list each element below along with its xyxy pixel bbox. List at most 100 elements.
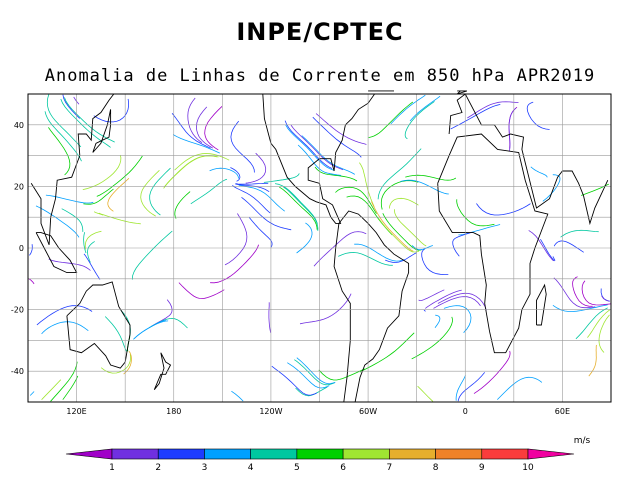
streamline <box>100 354 131 374</box>
colorbar-swatch <box>481 448 529 460</box>
colorbar-tick-label: 10 <box>522 463 534 473</box>
streamline <box>418 289 445 301</box>
streamline <box>423 309 426 312</box>
colorbar-tick-label: 4 <box>248 463 254 473</box>
streamline <box>437 292 487 311</box>
streamline <box>587 309 611 338</box>
streamline <box>528 230 554 262</box>
streamline <box>231 390 244 402</box>
longitude-tick-label: 180 <box>166 407 181 416</box>
streamline <box>411 245 433 251</box>
longitude-tick-label: 120W <box>259 407 282 416</box>
madagascar-coastline <box>536 283 547 326</box>
streamline <box>371 201 414 252</box>
streamline <box>526 101 550 130</box>
streamline <box>390 94 426 125</box>
streamline <box>232 185 271 214</box>
streamline <box>29 391 35 396</box>
streamline <box>315 113 367 145</box>
streamline <box>299 293 352 325</box>
streamline <box>62 94 80 119</box>
graticule <box>28 94 611 402</box>
streamline <box>450 104 501 130</box>
streamline <box>50 361 78 402</box>
streamline <box>230 167 241 182</box>
streamline <box>287 362 330 389</box>
longitude-tick-label: 60E <box>555 407 570 416</box>
streamline <box>104 316 128 352</box>
streamline <box>318 368 365 381</box>
colorbar-tick-label: 2 <box>155 463 161 473</box>
streamline <box>377 148 422 200</box>
streamline <box>133 319 167 340</box>
colorbar-tick-label: 3 <box>202 463 208 473</box>
colorbar-unit: m/s <box>574 436 591 446</box>
streamline <box>457 372 486 402</box>
streamline <box>209 167 239 179</box>
streamline <box>48 127 71 176</box>
streamline <box>171 113 211 149</box>
colorbar-low-triangle <box>65 448 113 460</box>
longitude-tick-label: 120E <box>66 407 86 416</box>
new-zealand-coastline <box>153 352 172 390</box>
streamline <box>230 120 255 173</box>
streamline <box>149 167 171 216</box>
streamline <box>385 252 417 263</box>
streamline <box>335 186 377 214</box>
streamline <box>405 174 457 181</box>
streamline <box>204 106 223 151</box>
streamline <box>62 375 79 400</box>
colorbar-swatch <box>296 448 344 460</box>
streamline <box>190 178 228 205</box>
streamline <box>187 97 203 144</box>
figure-title: INPE/CPTEC <box>236 18 403 46</box>
streamline <box>290 124 344 171</box>
streamline <box>279 186 318 230</box>
streamline <box>409 95 441 122</box>
streamline <box>87 241 95 263</box>
streamline <box>433 296 481 309</box>
streamline <box>394 209 427 247</box>
streamline <box>36 305 93 326</box>
streamline <box>443 305 472 333</box>
streamline <box>601 295 610 302</box>
colorbar-swatch <box>435 448 483 460</box>
latitude-tick-label: -40 <box>11 367 24 376</box>
streamline <box>425 289 462 309</box>
colorbar-tick-label: 9 <box>479 463 485 473</box>
streamline <box>245 152 267 184</box>
streamline <box>359 162 375 207</box>
australia-coastline <box>66 281 131 369</box>
streamline <box>540 238 555 262</box>
streamline <box>382 213 422 251</box>
streamline <box>553 240 584 253</box>
longitude-tick-label: 0 <box>463 407 468 416</box>
colorbar-swatch <box>111 448 159 460</box>
streamline <box>497 376 543 400</box>
colorbar-tick-label: 1 <box>109 463 115 473</box>
north-america-coastline <box>262 93 375 224</box>
streamline <box>285 124 334 171</box>
streamline <box>421 248 449 275</box>
colorbar-high-triangle <box>527 448 575 460</box>
streamline <box>581 280 611 306</box>
streamline <box>83 188 114 205</box>
streamline <box>45 194 94 204</box>
streamline <box>530 166 548 178</box>
streamlines-layer <box>28 94 611 402</box>
streamline <box>29 244 33 256</box>
colorbar-tick-label: 6 <box>340 463 346 473</box>
colorbar-swatch <box>389 448 436 460</box>
streamline <box>28 278 35 285</box>
figure-subtitle: Anomalia de Linhas de Corrente em 850 hP… <box>45 66 596 86</box>
streamline <box>598 314 610 353</box>
longitude-labels: 120E 180 120W 60W 0 60E <box>66 407 570 416</box>
streamline <box>434 314 441 328</box>
streamline <box>235 183 270 193</box>
streamline <box>238 184 285 212</box>
streamline <box>84 230 102 250</box>
british-isles-coastline <box>456 90 468 95</box>
colorbar-swatch <box>342 448 390 460</box>
streamline <box>174 153 230 171</box>
